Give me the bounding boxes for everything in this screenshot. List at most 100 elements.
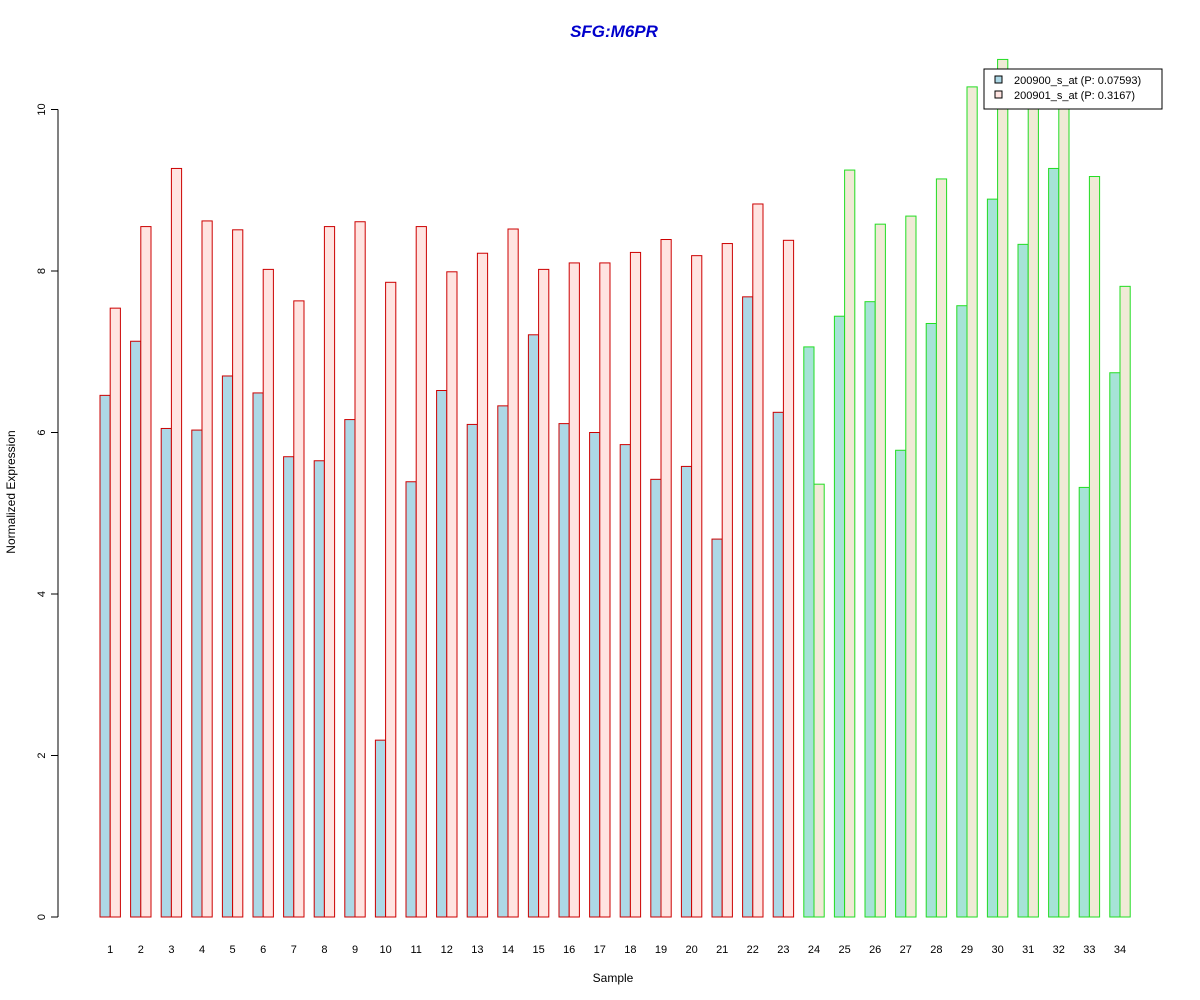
- y-axis: 0 2 4 6 8 10: [36, 103, 59, 920]
- bar-sample-23-series-2: [782, 239, 795, 918]
- x-axis-title: Sample: [593, 971, 634, 985]
- bar-sample-25-series-2: [844, 169, 856, 918]
- bar-sample-14-series-2: [507, 228, 519, 918]
- bar-sample-27-series-2: [905, 215, 917, 918]
- bar-sample-7-series-1: [283, 456, 295, 918]
- bar-sample-34-series-1: [1109, 372, 1121, 918]
- x-tick-label: 17: [594, 944, 606, 956]
- bar-sample-30-series-2: [997, 58, 1009, 918]
- bar-sample-19-series-2: [660, 239, 672, 918]
- x-tick-label: 23: [777, 944, 789, 956]
- bar-sample-12-series-2: [446, 271, 458, 918]
- x-tick-label: 8: [321, 944, 327, 956]
- bar-sample-10-series-1: [374, 739, 387, 918]
- y-tick-label: 10: [36, 103, 48, 115]
- bar-sample-13-series-2: [476, 252, 489, 918]
- bar-sample-18-series-1: [619, 444, 631, 918]
- bar-sample-17-series-2: [599, 262, 611, 918]
- bar-sample-2-series-2: [140, 226, 152, 918]
- bar-sample-1-series-2: [109, 307, 121, 918]
- bar-sample-5-series-2: [232, 229, 244, 918]
- bar-sample-14-series-1: [497, 405, 509, 918]
- bar-sample-28-series-1: [925, 322, 937, 918]
- bar-sample-12-series-1: [436, 390, 448, 918]
- bar-sample-4-series-1: [191, 429, 203, 918]
- y-tick-label: 0: [36, 914, 48, 920]
- x-tick-label: 5: [230, 944, 236, 956]
- x-tick-label: 22: [747, 944, 759, 956]
- bar-sample-8-series-2: [323, 226, 336, 918]
- x-tick-label: 6: [260, 944, 266, 956]
- x-tick-label: 1: [107, 944, 113, 956]
- bars-group: [99, 58, 1131, 918]
- x-tick-label: 27: [900, 944, 912, 956]
- bar-sample-18-series-2: [629, 251, 642, 918]
- bar-sample-9-series-1: [344, 419, 356, 918]
- bar-sample-29-series-2: [966, 86, 978, 918]
- x-tick-labels: 1 2 3 4 5 6 7 8 9 10 11 12 13 14 15 16 17 18 19 20 21 22 23 24 2…: [107, 944, 1126, 956]
- y-tick-label: 2: [36, 752, 48, 758]
- bar-sample-28-series-2: [935, 178, 948, 918]
- x-tick-label: 10: [379, 944, 391, 956]
- bar-sample-31-series-2: [1027, 107, 1039, 918]
- bar-sample-15-series-2: [538, 268, 550, 918]
- x-tick-label: 7: [291, 944, 297, 956]
- bar-sample-7-series-2: [293, 300, 305, 918]
- bar-sample-1-series-1: [99, 394, 111, 918]
- x-tick-label: 26: [869, 944, 881, 956]
- bar-sample-33-series-2: [1088, 176, 1101, 918]
- y-tick-label: 8: [36, 268, 48, 274]
- x-tick-label: 20: [685, 944, 697, 956]
- bar-sample-31-series-1: [1017, 243, 1029, 918]
- bar-sample-25-series-1: [833, 315, 846, 918]
- bar-sample-2-series-1: [130, 340, 142, 918]
- x-tick-label: 16: [563, 944, 575, 956]
- x-tick-label: 32: [1053, 944, 1065, 956]
- legend-swatch-series-1: [994, 75, 1003, 84]
- bar-sample-11-series-2: [415, 226, 427, 918]
- bar-sample-23-series-1: [772, 411, 784, 918]
- x-tick-label: 15: [532, 944, 544, 956]
- x-tick-label: 13: [471, 944, 483, 956]
- x-tick-label: 21: [716, 944, 728, 956]
- bar-sample-3-series-2: [170, 167, 183, 918]
- bar-sample-5-series-1: [221, 375, 234, 918]
- bar-sample-16-series-1: [558, 423, 570, 918]
- x-tick-label: 4: [199, 944, 205, 956]
- bar-sample-26-series-2: [874, 223, 886, 918]
- bar-sample-6-series-2: [262, 268, 274, 918]
- x-tick-label: 9: [352, 944, 358, 956]
- bar-sample-27-series-1: [895, 449, 907, 918]
- bar-sample-8-series-1: [313, 460, 325, 918]
- bar-sample-11-series-1: [405, 481, 417, 918]
- legend: 200900_s_at (P: 0.07593) 200901_s_at (P:…: [983, 68, 1163, 110]
- x-tick-label: 24: [808, 944, 820, 956]
- x-tick-label: 33: [1083, 944, 1095, 956]
- y-tick-label: 4: [36, 591, 48, 597]
- bar-sample-19-series-1: [650, 478, 662, 918]
- bar-sample-26-series-1: [864, 301, 876, 918]
- bar-sample-29-series-1: [956, 305, 968, 918]
- x-tick-label: 29: [961, 944, 973, 956]
- bar-sample-34-series-2: [1119, 285, 1131, 918]
- bar-sample-32-series-2: [1058, 99, 1070, 918]
- x-tick-label: 25: [838, 944, 850, 956]
- bar-sample-20-series-2: [691, 255, 703, 918]
- bar-sample-22-series-1: [742, 296, 754, 918]
- x-tick-label: 14: [502, 944, 514, 956]
- bar-sample-3-series-1: [160, 427, 172, 918]
- legend-label-series-2: 200901_s_at (P: 0.3167): [1014, 90, 1135, 102]
- x-tick-label: 3: [168, 944, 174, 956]
- x-tick-label: 18: [624, 944, 636, 956]
- bar-sample-13-series-1: [466, 423, 478, 918]
- bar-sample-15-series-1: [527, 334, 540, 918]
- x-tick-label: 19: [655, 944, 667, 956]
- x-tick-label: 28: [930, 944, 942, 956]
- bar-sample-30-series-1: [986, 198, 999, 918]
- x-tick-label: 2: [138, 944, 144, 956]
- bar-sample-24-series-2: [813, 483, 825, 918]
- x-tick-label: 30: [991, 944, 1003, 956]
- legend-label-series-1: 200900_s_at (P: 0.07593): [1014, 75, 1141, 87]
- bar-sample-10-series-2: [385, 281, 397, 918]
